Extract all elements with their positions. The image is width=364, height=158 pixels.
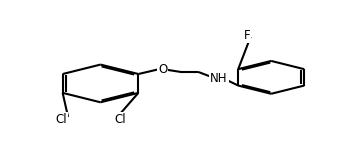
- Text: NH: NH: [210, 72, 228, 85]
- Text: Cl: Cl: [55, 113, 67, 126]
- Text: O: O: [158, 63, 167, 76]
- Text: F: F: [244, 29, 250, 42]
- Text: Cl: Cl: [114, 113, 126, 126]
